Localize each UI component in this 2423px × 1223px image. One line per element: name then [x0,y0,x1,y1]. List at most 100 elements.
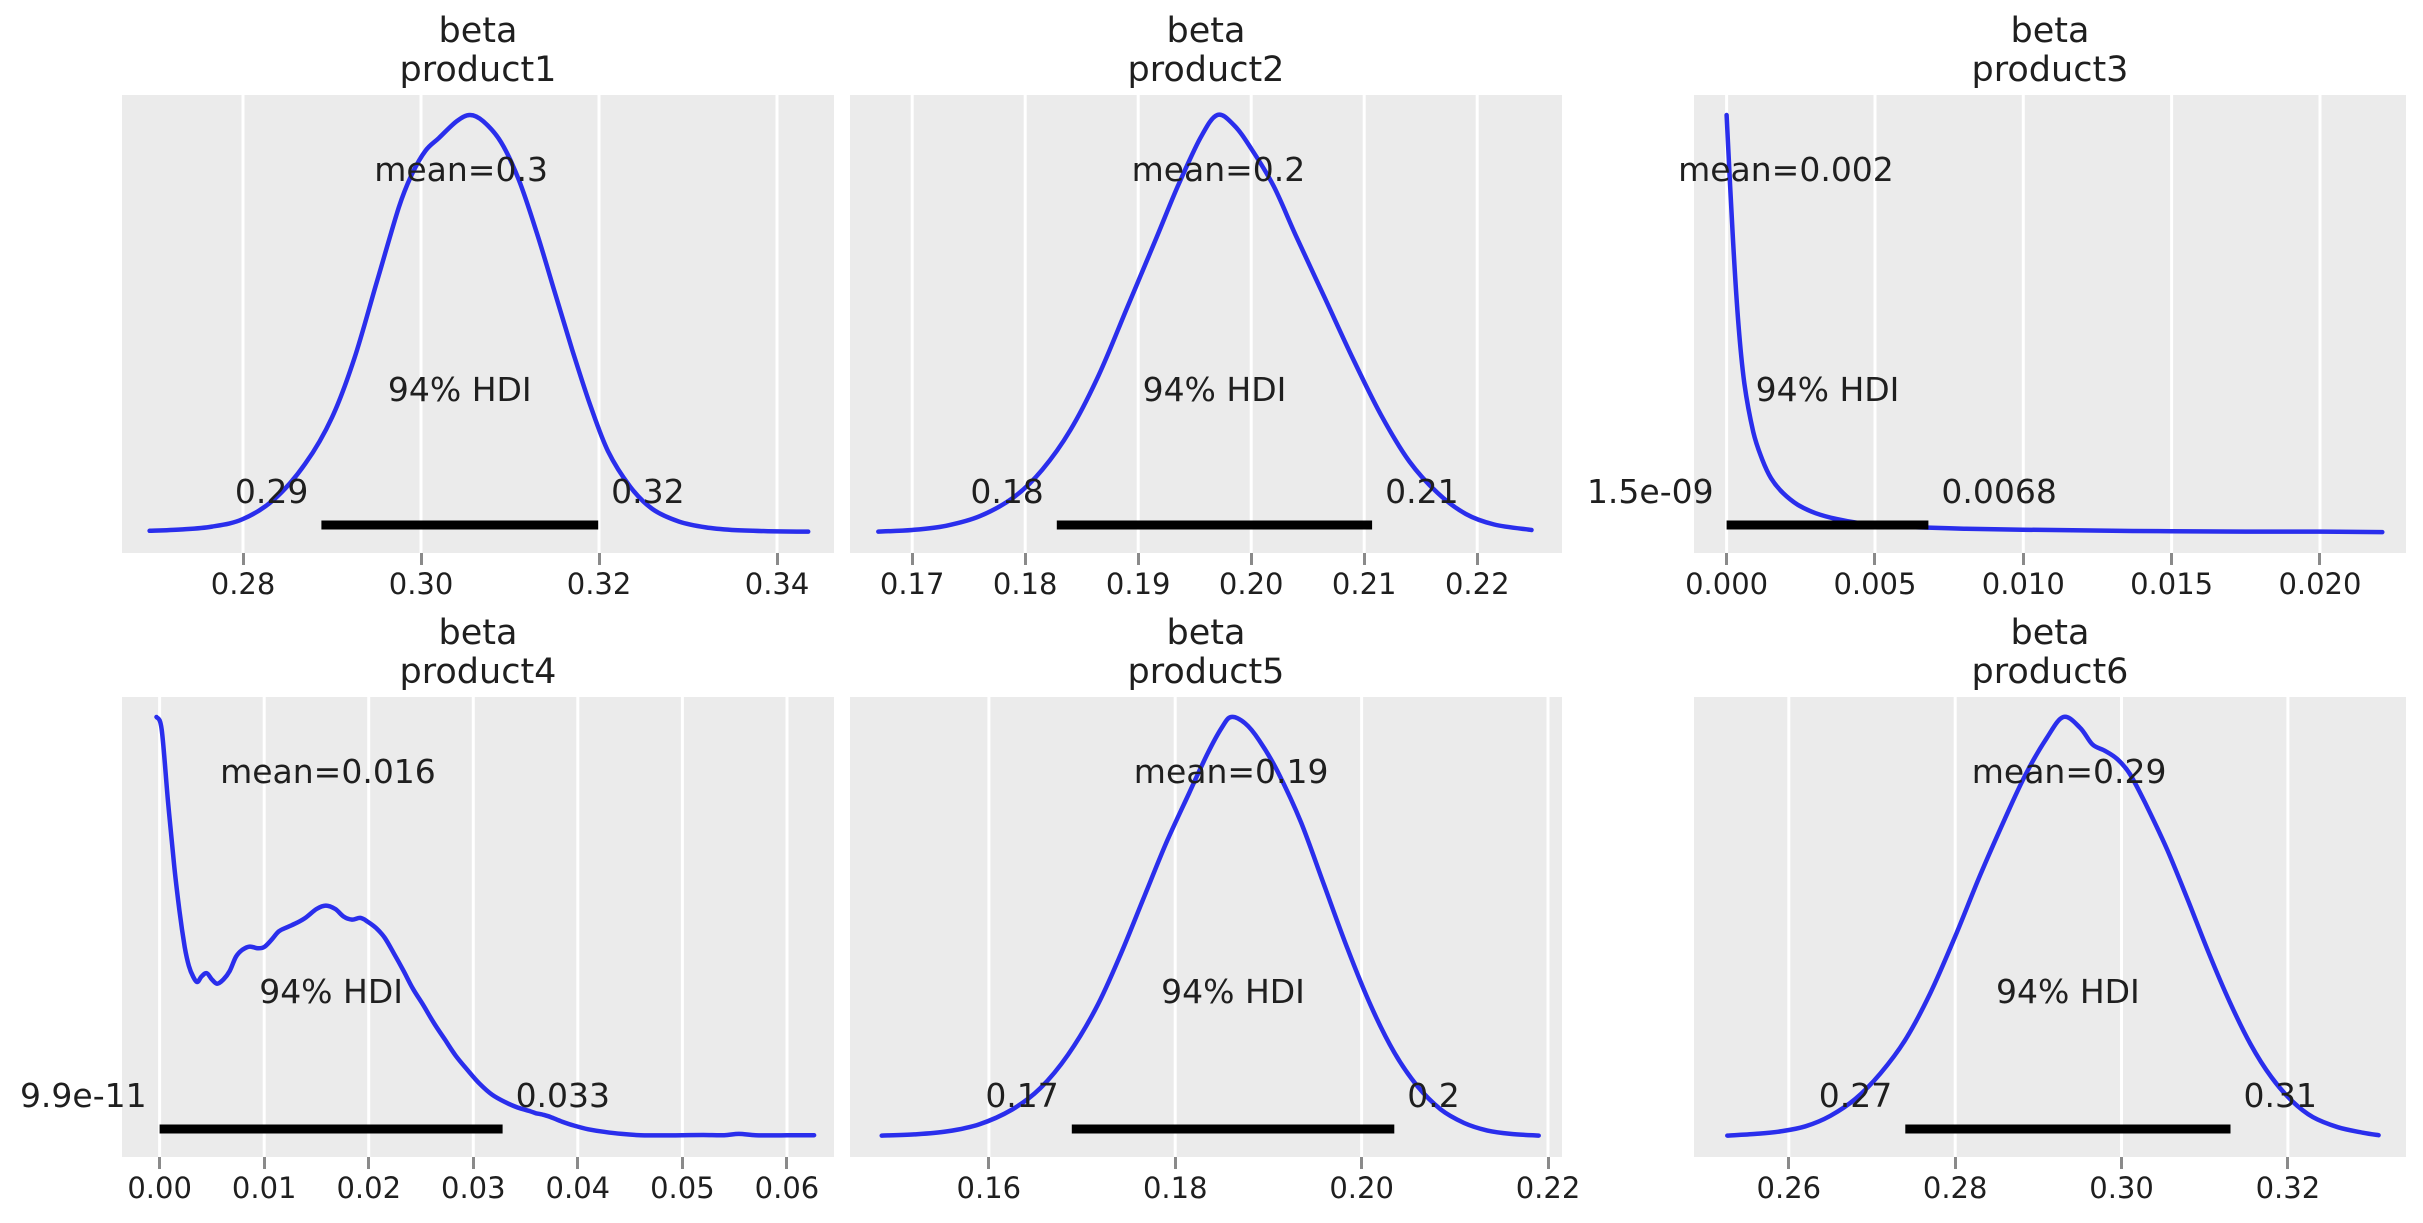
x-axis: 0.16 0.18 0.20 0.22 [850,1157,1580,1217]
x-tick-label: 0.22 [1444,567,1510,601]
x-tick-mark [419,553,423,565]
plot-area: mean=0.2 94% HDI 0.18 0.21 [850,95,1562,553]
hdi-upper-value: 0.033 [515,1076,611,1115]
kde-svg [879,697,1550,1157]
x-tick-label: 0.30 [2089,1171,2154,1205]
x-tick-label: 0.32 [2255,1171,2321,1205]
x-tick-label: 0.18 [992,567,1058,601]
kde-svg [1725,697,2381,1157]
subplot-beta-product6: beta product6 mean=0.29 94% HDI 0.27 0.31… [1694,614,2406,1205]
x-tick-mark [1249,553,1253,565]
hdi-interval-label: 94% HDI [1755,370,1900,409]
x-tick-mark [2120,1157,2124,1169]
x-tick-label: 0.06 [754,1171,820,1205]
hdi-lower-value: 9.9e-11 [19,1076,147,1115]
x-tick-mark [1173,1157,1177,1169]
x-tick-label: 0.000 [1685,567,1769,601]
title-coordinate: product5 [1127,652,1285,692]
x-tick-mark [1953,1157,1957,1169]
hdi-upper-value: 0.0068 [1941,472,2057,511]
mean-annotation: mean=0.002 [1678,150,1894,189]
x-axis: 0.17 0.18 0.19 0.20 0.21 0.22 [850,553,1562,613]
x-tick-label: 0.20 [1329,1171,1394,1205]
title-variable: beta [438,613,518,653]
x-tick-mark [241,553,245,565]
plot-area: mean=0.29 94% HDI 0.27 0.31 [1694,697,2406,1157]
mean-annotation: mean=0.29 [1971,752,2167,791]
subplot-beta-product1: beta product1 mean=0.3 94% HDI 0.29 0.32 … [122,12,834,601]
x-tick-mark [1725,553,1729,565]
kde-svg [876,95,1534,553]
x-axis: 0.28 0.30 0.32 0.34 [122,553,834,613]
mean-annotation: mean=0.3 [374,150,548,189]
x-tick-mark [910,553,914,565]
x-tick-label: 0.26 [1756,1171,1822,1205]
x-tick-mark [1546,1157,1550,1169]
subplot-title: beta product1 [122,12,834,90]
x-tick-mark [2021,553,2025,565]
x-tick-label: 0.30 [388,567,454,601]
x-tick-mark [680,1157,684,1169]
subplot-title: beta product5 [850,614,1562,692]
x-tick-label: 0.34 [744,567,810,601]
kde-curve [147,112,811,534]
x-axis: 0.26 0.28 0.30 0.32 [1694,1157,2406,1217]
title-coordinate: product4 [399,652,557,692]
title-variable: beta [2010,613,2090,653]
hdi-interval-label: 94% HDI [1142,370,1287,409]
hdi-lower-value: 0.27 [1818,1076,1893,1115]
kde-curve [876,112,1534,534]
mean-annotation: mean=0.19 [1133,752,1329,791]
title-variable: beta [438,11,518,51]
x-tick-label: 0.19 [1105,567,1171,601]
plot-area: mean=0.002 94% HDI 1.5e-09 0.0068 [1587,95,2406,553]
x-tick-mark [1023,553,1027,565]
title-variable: beta [1166,11,1246,51]
kde-svg [154,697,817,1157]
x-tick-mark [576,1157,580,1169]
subplot-title: beta product6 [1694,614,2406,692]
title-variable: beta [1166,613,1246,653]
x-tick-label: 0.21 [1331,567,1397,601]
hdi-interval-label: 94% HDI [259,972,403,1011]
x-tick-mark [2318,553,2322,565]
kde-curve [1725,714,2381,1138]
x-tick-label: 0.04 [545,1171,611,1205]
hdi-upper-value: 0.32 [611,472,685,511]
x-tick-mark [1360,1157,1364,1169]
mean-annotation: mean=0.2 [1131,150,1306,189]
subplot-beta-product4: beta product4 mean=0.016 94% HDI 9.9e-11 … [20,614,834,1205]
title-coordinate: product6 [1971,652,2129,692]
hdi-upper-value: 0.31 [2243,1076,2317,1115]
x-tick-label: 0.28 [210,567,276,601]
x-tick-label: 0.020 [2278,567,2362,601]
x-tick-mark [2170,553,2174,565]
x-tick-mark [1136,553,1140,565]
x-tick-label: 0.17 [879,567,945,601]
x-tick-mark [597,553,601,565]
hdi-interval-label: 94% HDI [1995,972,2140,1011]
hdi-interval-label: 94% HDI [1161,972,1305,1011]
title-coordinate: product2 [1127,50,1285,90]
x-tick-label: 0.28 [1922,1171,1988,1205]
hdi-lower-value: 0.18 [970,472,1044,511]
x-tick-mark [987,1157,991,1169]
x-axis: 0.00 0.01 0.02 0.03 0.04 0.05 0.06 [122,1157,834,1217]
x-tick-mark [775,553,779,565]
plot-area: mean=0.016 94% HDI 9.9e-11 0.033 [20,697,834,1157]
x-tick-mark [367,1157,371,1169]
title-coordinate: product3 [1971,50,2129,90]
subplot-beta-product2: beta product2 mean=0.2 94% HDI 0.18 0.21 … [850,12,1562,601]
x-tick-label: 0.02 [336,1171,402,1205]
title-coordinate: product1 [399,50,557,90]
x-tick-label: 0.00 [127,1171,192,1205]
kde-svg [1724,95,2385,553]
x-tick-label: 0.16 [956,1171,1022,1205]
mean-annotation: mean=0.016 [220,752,436,791]
x-tick-label: 0.32 [566,567,632,601]
x-tick-label: 0.03 [440,1171,506,1205]
x-tick-mark [471,1157,475,1169]
kde-svg [147,95,811,553]
x-tick-label: 0.015 [2130,567,2214,601]
